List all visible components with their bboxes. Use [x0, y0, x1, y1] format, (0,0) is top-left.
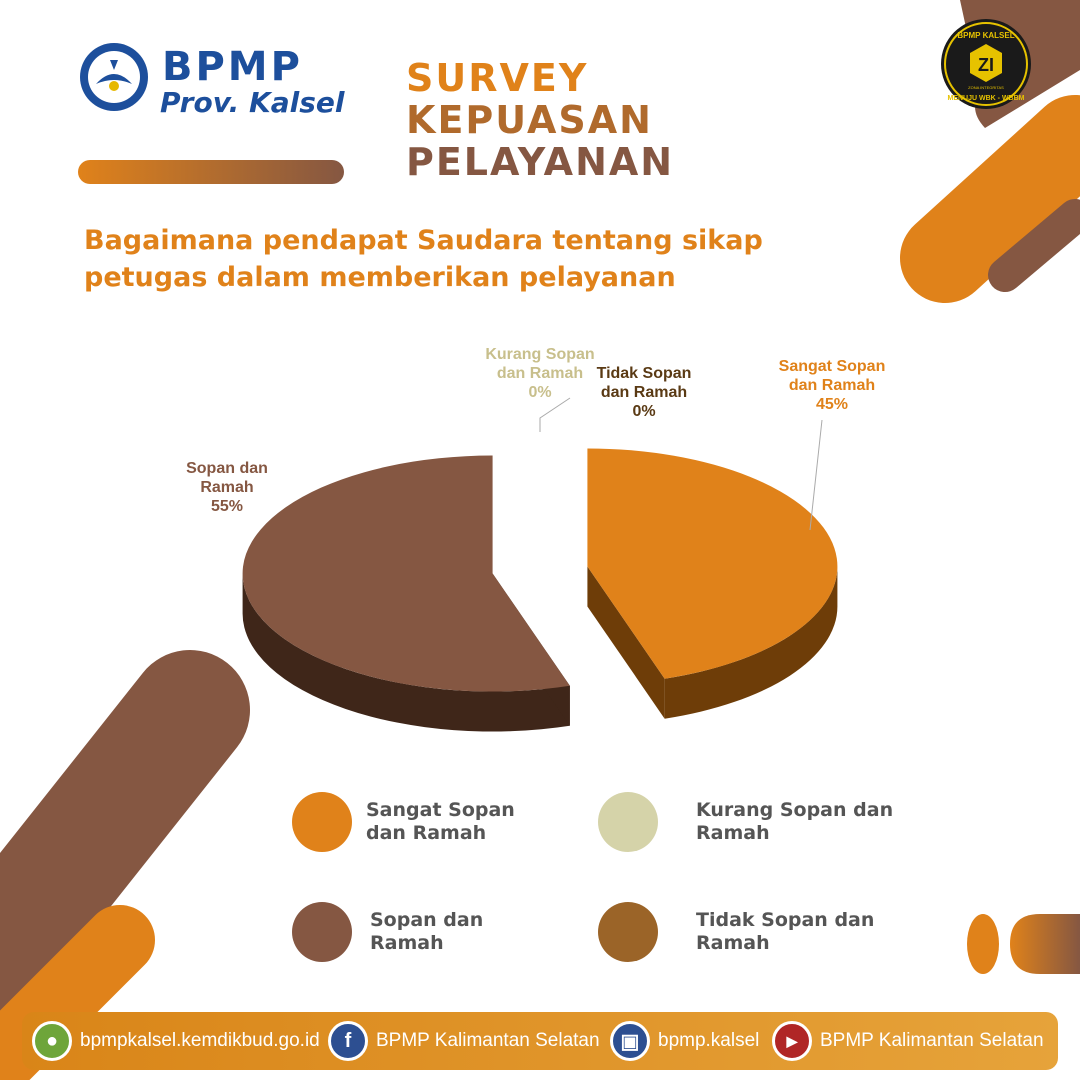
- leader-line-kurang: [539, 397, 571, 432]
- tut-wuri-emblem: [80, 43, 148, 111]
- legend-swatch: [598, 902, 658, 962]
- facebook-icon: f: [328, 1021, 368, 1061]
- legend-item-kurang-sopan: Kurang Sopan dan Ramah: [598, 792, 893, 852]
- label-sopan: Sopan dan Ramah 55%: [186, 460, 268, 515]
- deco-gradient-bar: [78, 160, 344, 184]
- footer-facebook-link[interactable]: f BPMP Kalimantan Selatan: [328, 1012, 600, 1070]
- legend-label: Sopan dan: [370, 909, 484, 931]
- leader-line-sangat: [809, 419, 823, 531]
- label-tidak-sopan: Tidak Sopan dan Ramah 0%: [596, 365, 692, 420]
- deco-orange-pill: [900, 95, 1080, 303]
- legend-item-sangat-sopan: Sangat Sopan dan Ramah: [292, 792, 515, 852]
- pie-slice-wall: [664, 566, 838, 719]
- legend-item-sopan: Sopan dan Ramah: [292, 902, 483, 962]
- legend-label: dan Ramah: [366, 822, 487, 844]
- pie-slice-3: [242, 455, 570, 692]
- legend-label: Sangat Sopan: [366, 799, 515, 821]
- title-line-2: KEPUASAN: [406, 98, 653, 142]
- footer-instagram-link[interactable]: ▣ bpmp.kalsel: [610, 1012, 759, 1070]
- pie-leader-lines: [539, 397, 823, 531]
- survey-question: Bagaimana pendapat Saudara tentang sikap…: [84, 222, 763, 296]
- legend-swatch: [598, 792, 658, 852]
- title-line-1: SURVEY: [406, 56, 589, 100]
- title-line-3: PELAYANAN: [406, 140, 675, 184]
- legend-swatch: [292, 792, 352, 852]
- youtube-icon: ▶: [772, 1021, 812, 1061]
- logo-name: BPMP: [162, 44, 303, 90]
- pie-slice-wall: [242, 573, 570, 732]
- legend-label: Kurang Sopan dan: [696, 799, 894, 821]
- label-kurang-sopan: Kurang Sopan dan Ramah 0%: [485, 346, 595, 401]
- deco-orange-big-pill: [0, 905, 155, 1080]
- question-line-1: Bagaimana pendapat Saudara tentang sikap: [84, 225, 763, 256]
- footer-instagram-text: bpmp.kalsel: [658, 1030, 760, 1051]
- pie-slice-0: [587, 448, 838, 679]
- instagram-icon: ▣: [610, 1021, 650, 1061]
- deco-gradient-small-pill: [1010, 914, 1080, 974]
- legend-swatch: [292, 902, 352, 962]
- badge-top-text: BPMP KALSEL: [957, 31, 1014, 40]
- deco-orange-small-oval: [967, 914, 999, 974]
- deco-brown-big-pill: [0, 650, 250, 1045]
- footer-facebook-text: BPMP Kalimantan Selatan: [376, 1030, 600, 1051]
- footer-youtube-link[interactable]: ▶ BPMP Kalimantan Selatan: [772, 1012, 1044, 1070]
- footer-youtube-text: BPMP Kalimantan Selatan: [820, 1030, 1044, 1051]
- legend-label: Tidak Sopan dan: [696, 909, 875, 931]
- label-sangat-sopan: Sangat Sopan dan Ramah 45%: [778, 358, 886, 413]
- footer-website-text: bpmpkalsel.kemdikbud.go.id: [80, 1030, 320, 1051]
- question-line-2: petugas dalam memberikan pelayanan: [84, 262, 676, 293]
- legend-item-tidak-sopan: Tidak Sopan dan Ramah: [598, 902, 874, 962]
- footer-bar: ● bpmpkalsel.kemdikbud.go.id f BPMP Kali…: [22, 1012, 1058, 1070]
- legend-label: Ramah: [370, 932, 444, 954]
- zona-integritas-badge: BPMP KALSEL ZI ZONA INTEGRITAS MENUJU WB…: [941, 19, 1031, 109]
- badge-bottom-text: MENUJU WBK - WBBM: [948, 95, 1025, 102]
- legend-label: Ramah: [696, 822, 770, 844]
- pie-tops: [242, 448, 838, 692]
- globe-icon: ●: [32, 1021, 72, 1061]
- pie-slice-cut-face: [587, 566, 665, 719]
- page-title: SURVEY KEPUASAN PELAYANAN: [406, 57, 674, 183]
- badge-small-text: ZONA INTEGRITAS: [968, 85, 1004, 90]
- footer-website-link[interactable]: ● bpmpkalsel.kemdikbud.go.id: [32, 1012, 320, 1070]
- legend-label: Ramah: [696, 932, 770, 954]
- logo-subtitle: Prov. Kalsel: [160, 86, 345, 119]
- pie-chart: [242, 397, 838, 732]
- deco-brown-pill-small: [988, 199, 1080, 292]
- badge-center-text: ZI: [978, 55, 994, 75]
